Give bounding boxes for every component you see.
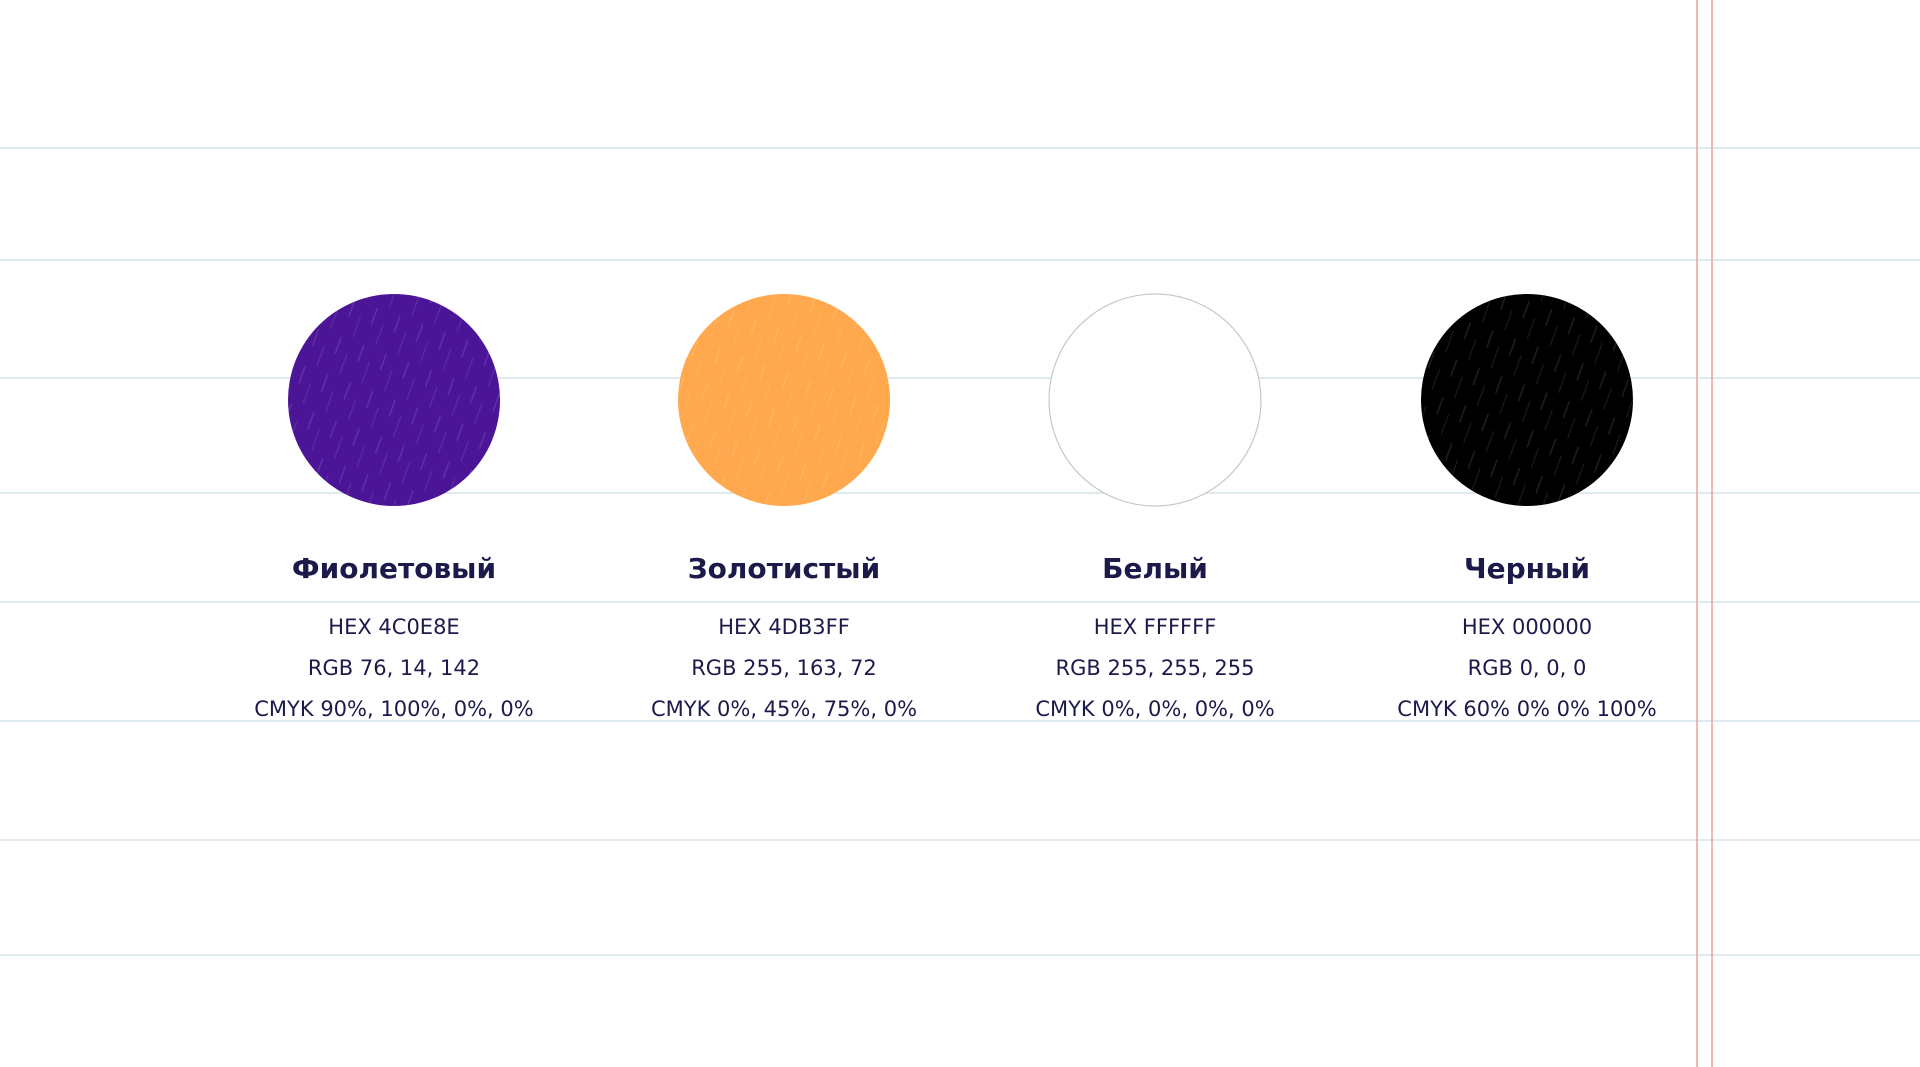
hex-code: HEX 4DB3FF	[718, 615, 850, 639]
ruled-lines	[0, 147, 1920, 956]
swatch-texture	[288, 294, 500, 506]
cmyk-code: CMYK 90%, 100%, 0%, 0%	[254, 697, 533, 721]
swatch-texture	[1421, 294, 1633, 506]
cmyk-code: CMYK 60% 0% 0% 100%	[1397, 697, 1656, 721]
rgb-code: RGB 0, 0, 0	[1468, 656, 1587, 680]
color-name: Белый	[1102, 552, 1208, 585]
cmyk-code: CMYK 0%, 45%, 75%, 0%	[651, 697, 917, 721]
hex-code: HEX 000000	[1462, 615, 1592, 639]
hex-code: HEX 4C0E8E	[328, 615, 459, 639]
color-name: Фиолетовый	[292, 552, 496, 585]
color-name: Золотистый	[688, 552, 881, 585]
rgb-code: RGB 255, 163, 72	[691, 656, 877, 680]
margin-lines	[1696, 0, 1713, 1067]
hex-code: HEX FFFFFF	[1094, 615, 1217, 639]
rgb-code: RGB 255, 255, 255	[1056, 656, 1255, 680]
rgb-code: RGB 76, 14, 142	[308, 656, 480, 680]
swatches: Фиолетовый HEX 4C0E8E RGB 76, 14, 142 CMYK …	[254, 293, 1657, 721]
swatch-texture	[678, 294, 890, 506]
cmyk-code: CMYK 0%, 0%, 0%, 0%	[1035, 697, 1274, 721]
color-name: Черный	[1464, 552, 1590, 585]
color-swatch	[1048, 293, 1262, 507]
